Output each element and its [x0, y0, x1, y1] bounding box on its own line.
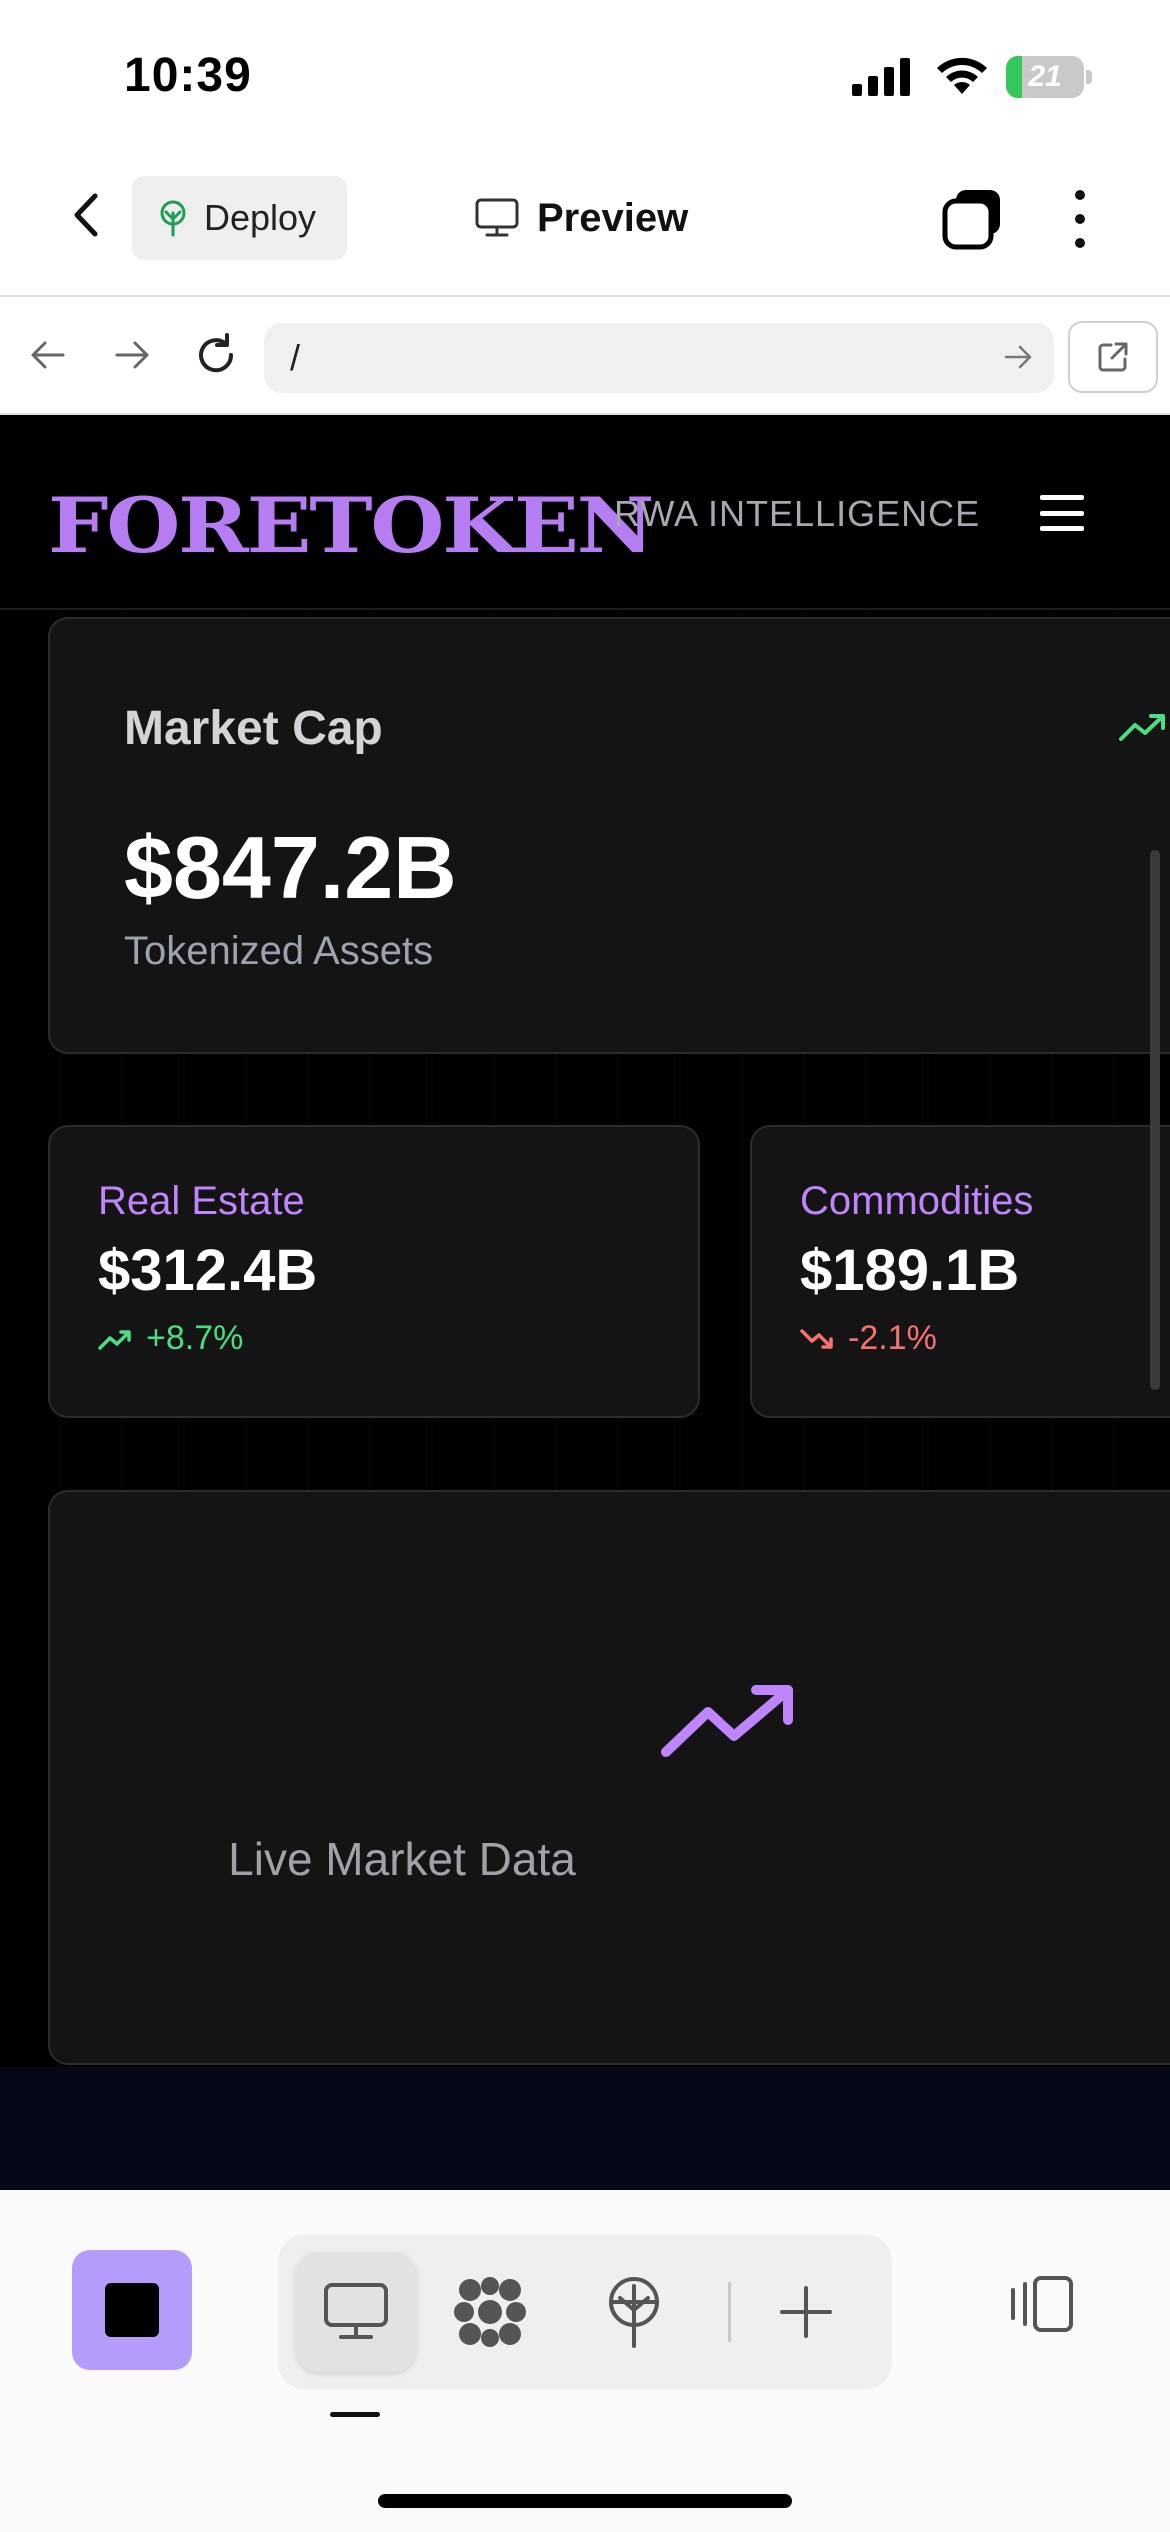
split-view-icon: [1011, 2276, 1073, 2332]
wifi-icon: [937, 57, 987, 94]
trending-up-icon: [661, 1685, 793, 1757]
cellular-signal-icon: [852, 58, 910, 96]
status-time: 10:39: [124, 49, 252, 102]
add-tool-button[interactable]: [746, 2252, 866, 2372]
stat-label: Real Estate: [98, 1179, 305, 1223]
arrow-right-icon: [115, 341, 149, 369]
battery-fill: [1006, 56, 1023, 98]
battery-body: 21: [1006, 56, 1084, 98]
stop-button[interactable]: [72, 2250, 192, 2370]
tool-group: [278, 2234, 892, 2390]
status-bar: 10:39 21: [0, 0, 1170, 150]
market-cap-card: Market Cap $847.2B Tokenized Assets: [48, 617, 1170, 1054]
external-link-icon: [1098, 342, 1128, 372]
stat-change: +8.7%: [98, 1319, 243, 1358]
battery-cap: [1086, 70, 1092, 84]
deploy-button[interactable]: Deploy: [132, 176, 347, 260]
url-text: /: [290, 337, 301, 378]
market-cap-label: Market Cap: [124, 702, 383, 755]
stat-value: $312.4B: [98, 1238, 318, 1303]
packages-icon: [454, 2277, 526, 2347]
nav-forward-button[interactable]: [104, 327, 160, 383]
more-dot: [1075, 190, 1085, 200]
deploy-icon: [609, 2277, 659, 2348]
site-tagline: RWA INTELLIGENCE: [614, 493, 981, 534]
trending-up-icon: [1119, 714, 1165, 741]
trending-down-icon: [800, 1328, 833, 1349]
nav-back-button[interactable]: [20, 327, 76, 383]
site-logo[interactable]: FORETOKEN: [48, 481, 654, 570]
tool-divider: [728, 2282, 731, 2342]
deploy-tool-button[interactable]: [574, 2252, 694, 2372]
web-preview: FORETOKEN RWA INTELLIGENCE Market Cap $8…: [0, 415, 1170, 2190]
site-header: FORETOKEN RWA INTELLIGENCE: [0, 415, 1170, 610]
stat-change: -2.1%: [800, 1319, 937, 1358]
preview-label: Preview: [537, 195, 689, 240]
deploy-label: Deploy: [204, 197, 317, 238]
menu-line: [1040, 526, 1084, 531]
more-dot: [1075, 238, 1085, 248]
url-input[interactable]: /: [264, 323, 1054, 393]
home-indicator[interactable]: [378, 2494, 792, 2508]
packages-tool-button[interactable]: [430, 2252, 550, 2372]
url-bar: /: [0, 295, 1170, 415]
split-view-button[interactable]: [980, 2244, 1100, 2364]
stat-change-value: -2.1%: [848, 1319, 937, 1357]
arrow-left-icon: [31, 341, 65, 369]
open-external-button[interactable]: [1068, 321, 1158, 393]
tabs-icon[interactable]: [940, 186, 1006, 252]
active-tool-indicator: [330, 2412, 380, 2417]
monitor-icon: [324, 2283, 388, 2339]
market-cap-value: $847.2B: [124, 818, 457, 917]
commodities-card: Commodities $189.1B -2.1%: [750, 1125, 1170, 1418]
live-data-card: Live Market Data: [48, 1490, 1170, 2065]
battery-icon: 21: [1006, 56, 1092, 98]
menu-line: [1040, 510, 1084, 516]
bottom-toolbar: [0, 2190, 1170, 2532]
stop-icon: [105, 2283, 159, 2337]
more-vertical-icon[interactable]: [1050, 186, 1110, 252]
preview-tool-button[interactable]: [296, 2252, 416, 2372]
page-footer: [0, 2067, 1170, 2190]
stat-value: $189.1B: [800, 1238, 1020, 1303]
battery-level: 21: [1028, 60, 1062, 93]
market-cap-subtitle: Tokenized Assets: [124, 929, 434, 973]
monitor-icon: [475, 198, 519, 237]
reload-icon: [199, 333, 234, 373]
real-estate-card: Real Estate $312.4B +8.7%: [48, 1125, 700, 1418]
plus-icon: [780, 2286, 832, 2338]
more-dot: [1075, 214, 1085, 224]
menu-line: [1040, 495, 1084, 500]
stat-change-value: +8.7%: [146, 1319, 244, 1357]
live-data-label: Live Market Data: [228, 1833, 576, 1885]
app-toolbar: Deploy Preview: [0, 150, 1170, 295]
chevron-left-icon: [74, 193, 98, 237]
scrollbar[interactable]: [1150, 850, 1160, 1390]
deploy-tree-icon: [160, 200, 186, 237]
trending-up-icon: [98, 1329, 131, 1350]
go-arrow-icon[interactable]: [1000, 339, 1036, 375]
reload-button[interactable]: [188, 327, 244, 383]
preview-title: Preview: [475, 186, 688, 250]
stat-label: Commodities: [800, 1179, 1034, 1223]
hamburger-menu-icon[interactable]: [1040, 495, 1084, 531]
back-button[interactable]: [56, 185, 116, 245]
